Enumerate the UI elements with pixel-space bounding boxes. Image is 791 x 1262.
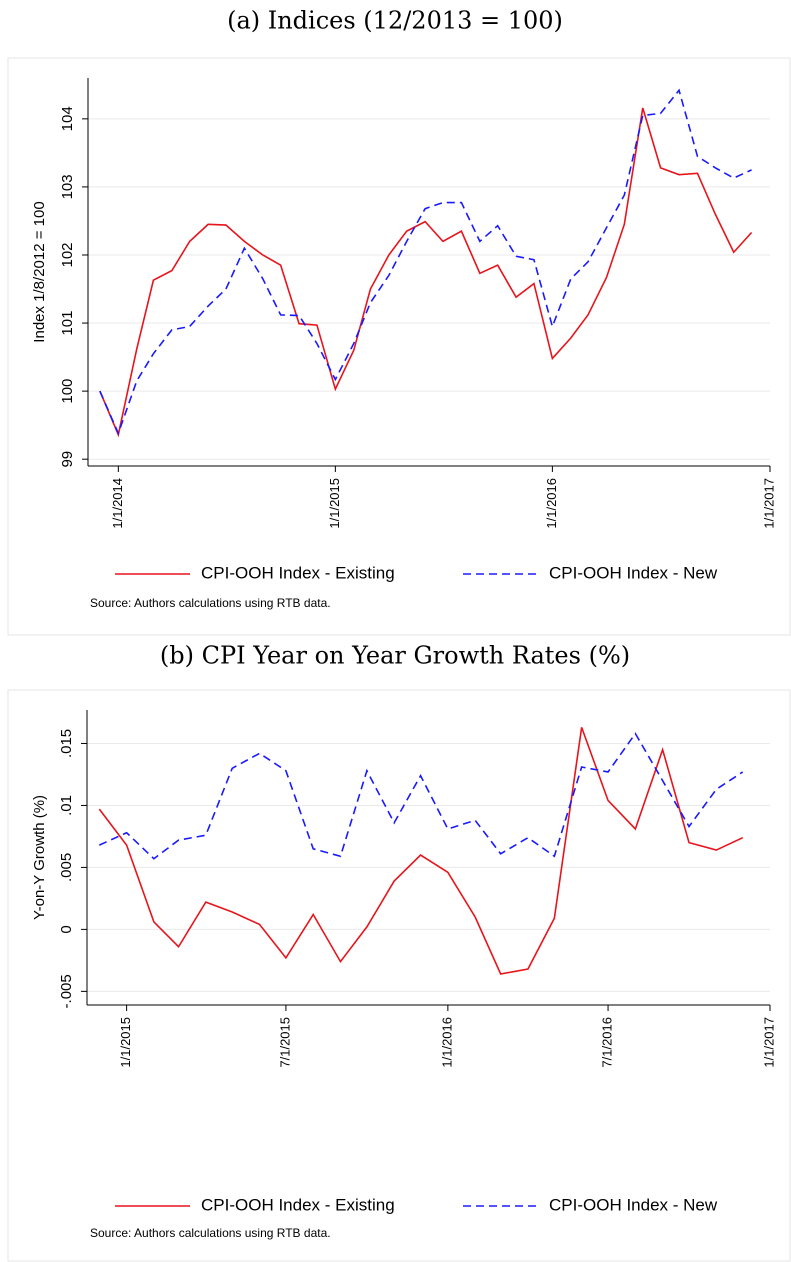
x-tick-label: 1/1/2015 [118, 1017, 133, 1068]
chart-title: (a) Indices (12/2013 = 100) [227, 7, 563, 35]
x-tick-label: 7/1/2016 [599, 1017, 614, 1068]
panel-a [7, 57, 791, 636]
series-line [98, 732, 744, 860]
series-line [99, 88, 752, 436]
source-note: Source: Authors calculations using RTB d… [90, 1226, 331, 1240]
y-tick-label: .005 [58, 853, 75, 882]
x-tick-label: 7/1/2015 [277, 1017, 292, 1068]
y-tick-label: 100 [59, 379, 76, 404]
panel-b [7, 689, 791, 1262]
series-line [98, 727, 744, 975]
x-tick-label: 1/1/2016 [439, 1017, 454, 1068]
y-tick-label: 0 [58, 925, 75, 933]
y-tick-label: .015 [58, 729, 75, 758]
legend-label: CPI-OOH Index - New [549, 563, 718, 582]
x-tick-label: 1/1/2017 [761, 478, 776, 529]
series-line [99, 107, 753, 438]
x-tick-label: 1/1/2017 [761, 1017, 776, 1068]
legend-label: CPI-OOH Index - Existing [201, 1195, 395, 1214]
source-note: Source: Authors calculations using RTB d… [90, 596, 331, 610]
y-tick-label: -.005 [58, 974, 75, 1008]
y-tick-label: .01 [58, 795, 75, 816]
y-tick-label: 103 [59, 174, 76, 199]
y-tick-label: 102 [59, 242, 76, 267]
y-tick-label: 104 [59, 106, 76, 131]
y-tick-label: 101 [59, 311, 76, 336]
y-tick-label: 99 [59, 451, 76, 468]
x-tick-label: 1/1/2014 [110, 478, 125, 529]
legend-label: CPI-OOH Index - Existing [201, 563, 395, 582]
y-axis-label: Y-on-Y Growth (%) [31, 795, 48, 920]
x-tick-label: 1/1/2015 [327, 478, 342, 529]
y-axis-label: Index 1/8/2012 = 100 [31, 201, 48, 342]
legend-label: CPI-OOH Index - New [549, 1195, 718, 1214]
x-tick-label: 1/1/2016 [544, 478, 559, 529]
chart-title: (b) CPI Year on Year Growth Rates (%) [160, 642, 630, 670]
